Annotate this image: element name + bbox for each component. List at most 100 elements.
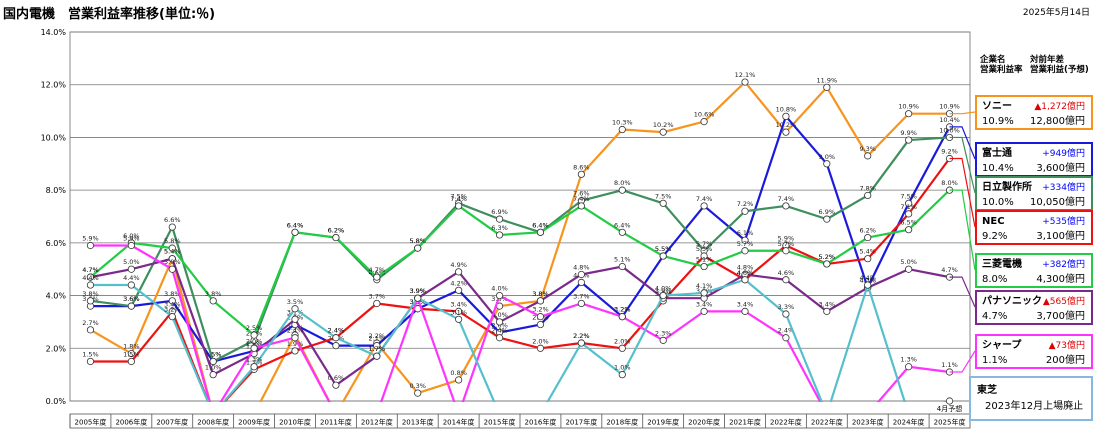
data-label: 5.0%: [900, 258, 917, 266]
data-point: [536, 228, 545, 236]
data-label: 4.1%: [696, 282, 713, 290]
data-point: [659, 199, 667, 207]
data-label: 4.4%: [82, 274, 99, 282]
legend-profit: 3,600億円: [1036, 163, 1085, 174]
x-tick-label: 2023年度: [852, 418, 884, 427]
data-point: [782, 334, 790, 342]
data-label: 0.6%: [328, 374, 345, 382]
data-label: 3.4%: [696, 300, 713, 308]
data-label: 7.8%: [859, 184, 876, 192]
data-label: 5.8%: [164, 237, 181, 245]
legend-margin: 1.1%: [982, 355, 1008, 366]
legend-change: +949億円: [1042, 149, 1085, 159]
y-tick-label: 4.0%: [46, 292, 67, 301]
data-point: [455, 307, 463, 315]
data-point: [86, 326, 95, 334]
data-point: [945, 397, 954, 405]
data-point: [741, 78, 749, 86]
data-label: 5.9%: [82, 234, 99, 242]
data-label: 6.4%: [532, 221, 549, 229]
x-tick-label: 2022年度: [811, 418, 843, 427]
data-label: 5.9%: [778, 234, 795, 242]
data-label: 2.2%: [573, 332, 590, 340]
data-point: [782, 112, 790, 120]
data-point: [168, 244, 176, 252]
data-point: [864, 233, 872, 242]
x-tick-label: 2010年度: [279, 418, 311, 427]
data-label: 2.4%: [491, 327, 508, 335]
data-label: 3.4%: [450, 300, 467, 308]
legend-connector: [949, 136, 976, 194]
legend-margin: 8.0%: [982, 274, 1008, 285]
data-point: [373, 342, 381, 350]
data-label: 5.0%: [164, 258, 181, 266]
legend-connector: [949, 111, 976, 115]
data-label: 10.6%: [694, 111, 715, 119]
y-tick-label: 12.0%: [41, 81, 67, 90]
data-label: 2.4%: [328, 327, 345, 335]
legend-margin: 10.0%: [982, 197, 1014, 208]
data-label: 5.1%: [614, 256, 631, 264]
y-tick-label: 14.0%: [41, 28, 67, 37]
data-label: 7.5%: [450, 192, 467, 200]
data-point: [741, 247, 749, 255]
data-point: [86, 273, 95, 281]
data-label: 7.4%: [573, 195, 590, 203]
data-label: 1.5%: [82, 350, 99, 358]
data-point: [905, 110, 913, 118]
data-point: [209, 371, 217, 379]
data-point: [741, 276, 749, 284]
data-point: [127, 357, 135, 366]
data-point: [291, 315, 299, 323]
data-label: 10.9%: [939, 103, 960, 111]
data-label: 0.8%: [450, 369, 467, 377]
data-point: [618, 371, 626, 379]
legend-profit: 3,100億円: [1036, 231, 1085, 242]
data-label: 0.3%: [409, 382, 426, 390]
data-label: 1.5%: [205, 350, 222, 358]
page-title: 国内電機 営業利益率推移(単位:％): [3, 7, 216, 22]
data-label: 6.2%: [328, 227, 345, 235]
legend-profit: 200億円: [1045, 355, 1085, 366]
data-label: 3.5%: [287, 298, 304, 306]
data-point: [455, 268, 463, 276]
data-label: 3.2%: [614, 306, 631, 314]
data-label: 5.0%: [123, 258, 140, 266]
legend-profit: 12,800億円: [1030, 116, 1085, 127]
data-label: 2.0%: [532, 337, 549, 345]
x-tick-label: 2015年度: [484, 418, 516, 427]
data-label: 3.7%: [369, 292, 386, 300]
data-label: 6.1%: [737, 229, 754, 237]
data-label: 7.4%: [696, 195, 713, 203]
legend-connector: [949, 157, 976, 228]
data-point: [577, 170, 585, 178]
data-label: 6.4%: [287, 221, 304, 229]
data-label: 1.5%: [123, 350, 140, 358]
y-tick-label: 6.0%: [46, 239, 67, 248]
data-label: 3.4%: [164, 300, 181, 308]
x-tick-label: 2019年度: [647, 418, 679, 427]
legend-company-name: NEC: [982, 216, 1005, 227]
data-point: [864, 255, 872, 263]
data-label: 2.3%: [655, 329, 672, 337]
x-tick-label: 2012年度: [361, 418, 393, 427]
legend-item: NEC +535億円 9.2% 3,100億円: [975, 210, 1093, 245]
data-label: 5.9%: [123, 234, 140, 242]
data-label: 5.8%: [409, 237, 426, 245]
legend-company-name: 日立製作所: [982, 182, 1032, 193]
legend-margin: 10.4%: [982, 163, 1014, 174]
data-point: [536, 297, 545, 305]
data-point: [86, 241, 95, 250]
data-label: 6.4%: [532, 221, 549, 229]
data-label: 4.4%: [123, 274, 140, 282]
data-point: [127, 281, 135, 289]
legend-margin: 9.2%: [982, 231, 1008, 242]
data-point: [700, 252, 708, 260]
data-label: 9.0%: [819, 153, 836, 161]
data-point: [332, 233, 340, 242]
data-label: 6.4%: [614, 221, 631, 229]
data-point: [455, 376, 463, 384]
data-label: 5.5%: [655, 245, 672, 253]
data-point: [741, 307, 749, 315]
y-tick-label: 0.0%: [46, 397, 67, 406]
